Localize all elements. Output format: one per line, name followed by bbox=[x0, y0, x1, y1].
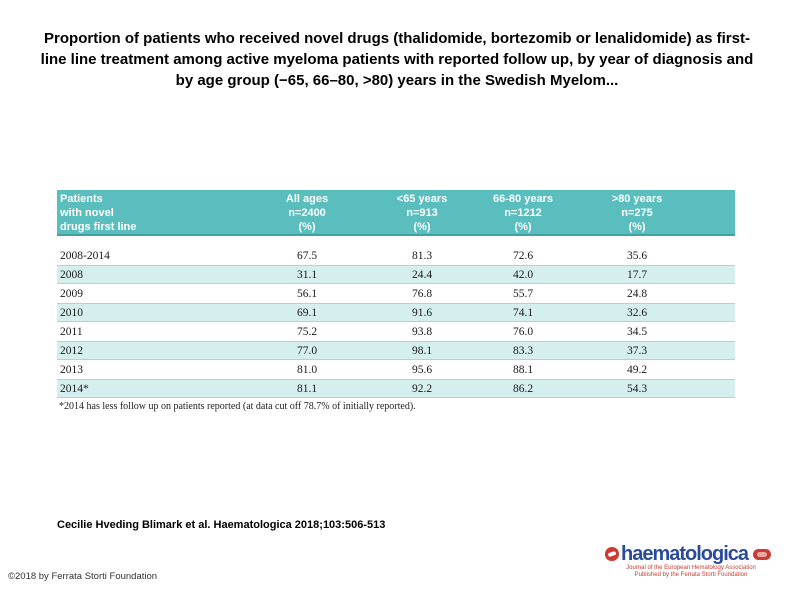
row-year-label: 2011 bbox=[60, 325, 83, 338]
row-year-label: 2014* bbox=[60, 382, 89, 395]
patients-novel-drugs-table: Patients with novel drugs first line All a… bbox=[57, 190, 735, 412]
cell-value: 72.6 bbox=[512, 249, 534, 262]
row-year-label: 2008 bbox=[60, 268, 83, 281]
table-row: 2014* 81.1 92.2 86.2 54.3 bbox=[57, 379, 735, 398]
slide-title: Proportion of patients who received nove… bbox=[40, 30, 754, 89]
cell-value: 75.2 bbox=[296, 325, 318, 338]
column-header-3: 66-80 years n=1212 (%) bbox=[493, 193, 553, 233]
haematologica-emblem-icon bbox=[605, 547, 619, 561]
cell-value: 81.1 bbox=[296, 382, 318, 395]
cell-value: 37.3 bbox=[626, 344, 648, 357]
table-header-rowlabel: Patients with novel drugs first line bbox=[60, 193, 137, 233]
cell-value: 55.7 bbox=[512, 287, 534, 300]
cell-value: 17.7 bbox=[626, 268, 648, 281]
table-row: 2010 69.1 91.6 74.1 32.6 bbox=[57, 303, 735, 322]
table-row: 2013 81.0 95.6 88.1 49.2 bbox=[57, 360, 735, 379]
haematologica-logo: haematologica Journal of the European He… bbox=[605, 544, 777, 579]
cell-value: 24.4 bbox=[411, 268, 433, 281]
table-footnote: *2014 has less follow up on patients rep… bbox=[59, 401, 416, 412]
row-year-label: 2008-2014 bbox=[60, 249, 110, 262]
cell-value: 81.0 bbox=[296, 363, 318, 376]
cell-value: 54.3 bbox=[626, 382, 648, 395]
table-row: 2008-2014 67.5 81.3 72.6 35.6 bbox=[57, 246, 735, 265]
publisher-seal-icon bbox=[753, 548, 772, 560]
cell-value: 67.5 bbox=[296, 249, 318, 262]
row-year-label: 2013 bbox=[60, 363, 83, 376]
cell-value: 77.0 bbox=[296, 344, 318, 357]
column-header-2: <65 years n=913 (%) bbox=[396, 193, 448, 233]
logo-tagline-2: Published by the Ferrata Storti Foundati… bbox=[634, 572, 748, 578]
column-header-1: All ages n=2400 (%) bbox=[285, 193, 329, 233]
table-row: 2012 77.0 98.1 83.3 37.3 bbox=[57, 341, 735, 360]
cell-value: 24.8 bbox=[626, 287, 648, 300]
cell-value: 81.3 bbox=[411, 249, 433, 262]
cell-value: 56.1 bbox=[296, 287, 318, 300]
cell-value: 95.6 bbox=[411, 363, 433, 376]
row-year-label: 2009 bbox=[60, 287, 83, 300]
logo-wordmark: haematologica bbox=[621, 543, 749, 565]
cell-value: 93.8 bbox=[411, 325, 433, 338]
table-body: 2008-2014 67.5 81.3 72.6 35.6 2008 31.1 24.4 42.… bbox=[57, 246, 735, 398]
cell-value: 34.5 bbox=[626, 325, 648, 338]
cell-value: 88.1 bbox=[512, 363, 534, 376]
logo-tagline-1: Journal of the European Hematology Assoc… bbox=[626, 565, 756, 571]
cell-value: 69.1 bbox=[296, 306, 318, 319]
cell-value: 31.1 bbox=[296, 268, 318, 281]
cell-value: 49.2 bbox=[626, 363, 648, 376]
citation: Cecilie Hveding Blimark et al. Haematolo… bbox=[57, 519, 386, 531]
copyright-notice: ©2018 by Ferrata Storti Foundation bbox=[8, 571, 158, 582]
cell-value: 76.8 bbox=[411, 287, 433, 300]
cell-value: 42.0 bbox=[512, 268, 534, 281]
cell-value: 86.2 bbox=[512, 382, 534, 395]
cell-value: 74.1 bbox=[512, 306, 534, 319]
cell-value: 98.1 bbox=[411, 344, 433, 357]
cell-value: 91.6 bbox=[411, 306, 433, 319]
table-row: 2009 56.1 76.8 55.7 24.8 bbox=[57, 284, 735, 303]
table-row: 2011 75.2 93.8 76.0 34.5 bbox=[57, 322, 735, 341]
logo-row: haematologica bbox=[605, 544, 777, 564]
cell-value: 83.3 bbox=[512, 344, 534, 357]
table-header-row: Patients with novel drugs first line All a… bbox=[57, 190, 735, 236]
row-year-label: 2010 bbox=[60, 306, 83, 319]
logo-taglines: Journal of the European Hematology Assoc… bbox=[605, 565, 777, 579]
cell-value: 32.6 bbox=[626, 306, 648, 319]
column-header-4: >80 years n=275 (%) bbox=[611, 193, 663, 233]
row-year-label: 2012 bbox=[60, 344, 83, 357]
cell-value: 92.2 bbox=[411, 382, 433, 395]
cell-value: 35.6 bbox=[626, 249, 648, 262]
cell-value: 76.0 bbox=[512, 325, 534, 338]
table-row: 2008 31.1 24.4 42.0 17.7 bbox=[57, 265, 735, 284]
